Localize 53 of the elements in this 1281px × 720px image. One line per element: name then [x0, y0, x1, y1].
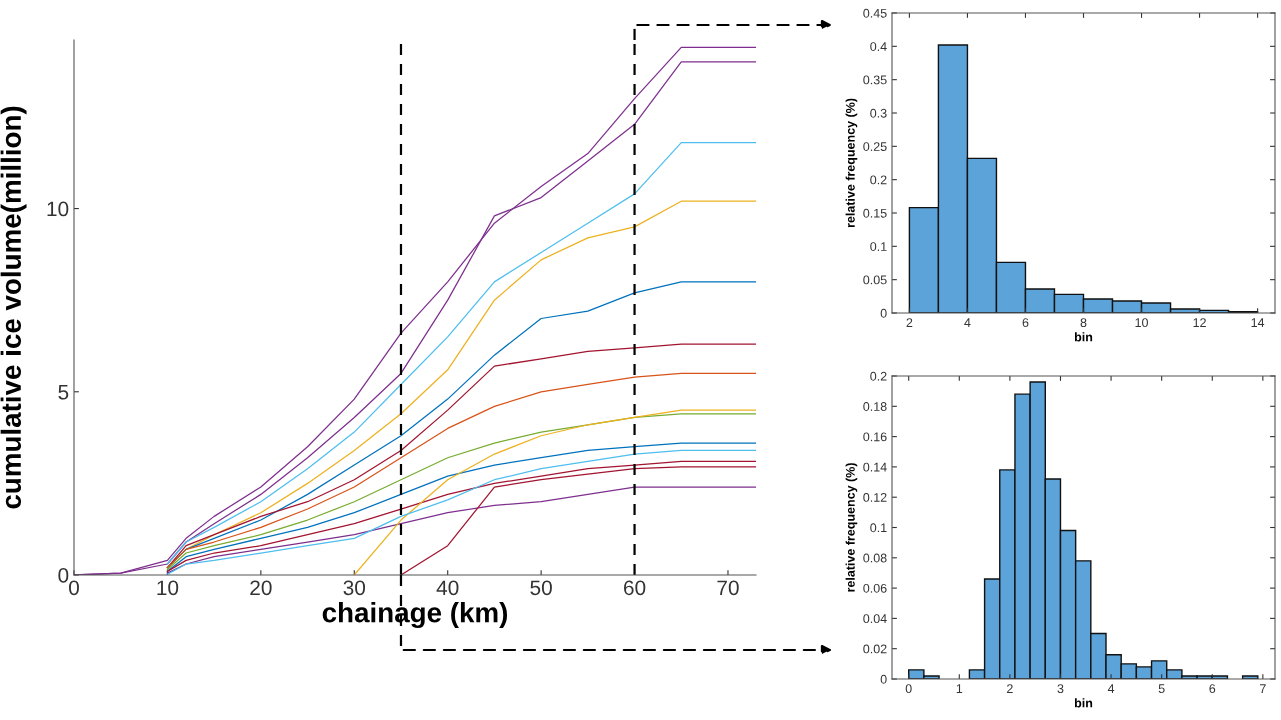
y-tick-label: 0.08: [863, 553, 887, 563]
y-tick-label: 0.18: [863, 402, 887, 411]
y-tick-label: 0.35: [863, 75, 887, 85]
y-tick-label: 0.25: [863, 142, 887, 151]
x-tick-label: 6: [1022, 318, 1029, 328]
x-axis-title: bin: [1074, 332, 1093, 342]
x-tick-label: 10: [157, 580, 179, 596]
y-tick-label: 0.4: [870, 42, 887, 51]
x-tick-label: 2: [906, 318, 913, 327]
x-tick-label: 7: [1260, 684, 1266, 693]
x-axis-title: bin: [1074, 698, 1093, 708]
x-tick-label: 30: [343, 580, 366, 596]
y-tick-label: 0: [880, 674, 887, 684]
y-axis-title: relative frequency (%): [845, 463, 858, 592]
x-tick-label: 70: [717, 580, 739, 596]
y-tick-label: 0.12: [863, 493, 887, 502]
x-tick-label: 6: [1209, 684, 1216, 694]
y-tick-label: 0: [58, 568, 69, 583]
x-tick-label: 10: [1135, 318, 1148, 328]
y-tick-label: 0.15: [863, 208, 887, 218]
y-tick-label: 0.04: [863, 614, 887, 624]
x-tick-label: 50: [530, 580, 552, 596]
x-tick-label: 12: [1193, 318, 1206, 327]
x-tick-label: 20: [250, 580, 272, 596]
y-tick-label: 0: [880, 308, 887, 318]
y-tick-label: 0.1: [870, 242, 887, 251]
x-tick-label: 1: [956, 684, 963, 693]
x-tick-label: 0: [905, 684, 912, 694]
y-tick-label: 0.45: [863, 8, 887, 18]
y-tick-label: 0.14: [863, 462, 887, 472]
x-tick-label: 14: [1251, 318, 1265, 327]
y-tick-label: 0.3: [870, 108, 887, 118]
x-tick-label: 3: [1057, 684, 1064, 694]
y-tick-label: 10: [47, 201, 69, 217]
y-tick-label: 0.02: [863, 644, 887, 654]
x-tick-label: 4: [1107, 684, 1115, 693]
y-axis-title: cumulative ice volume(million): [0, 106, 27, 509]
y-axis-title: relative frequency (%): [845, 98, 858, 228]
x-tick-label: 4: [964, 318, 971, 327]
x-tick-label: 5: [1158, 684, 1165, 694]
x-tick-label: 60: [624, 580, 646, 596]
y-tick-label: 0.2: [870, 371, 887, 381]
x-tick-label: 2: [1007, 684, 1013, 693]
y-tick-label: 0.2: [870, 175, 887, 185]
y-tick-label: 5: [58, 385, 69, 400]
y-tick-label: 0.16: [863, 432, 887, 442]
y-tick-label: 0.1: [870, 523, 887, 533]
y-tick-label: 0.05: [863, 275, 887, 285]
x-tick-label: 40: [436, 580, 459, 596]
x-tick-label: 8: [1080, 318, 1087, 328]
x-tick-label: 0: [69, 580, 79, 596]
x-axis-title: chainage (km): [322, 602, 508, 629]
y-tick-label: 0.06: [863, 583, 887, 593]
